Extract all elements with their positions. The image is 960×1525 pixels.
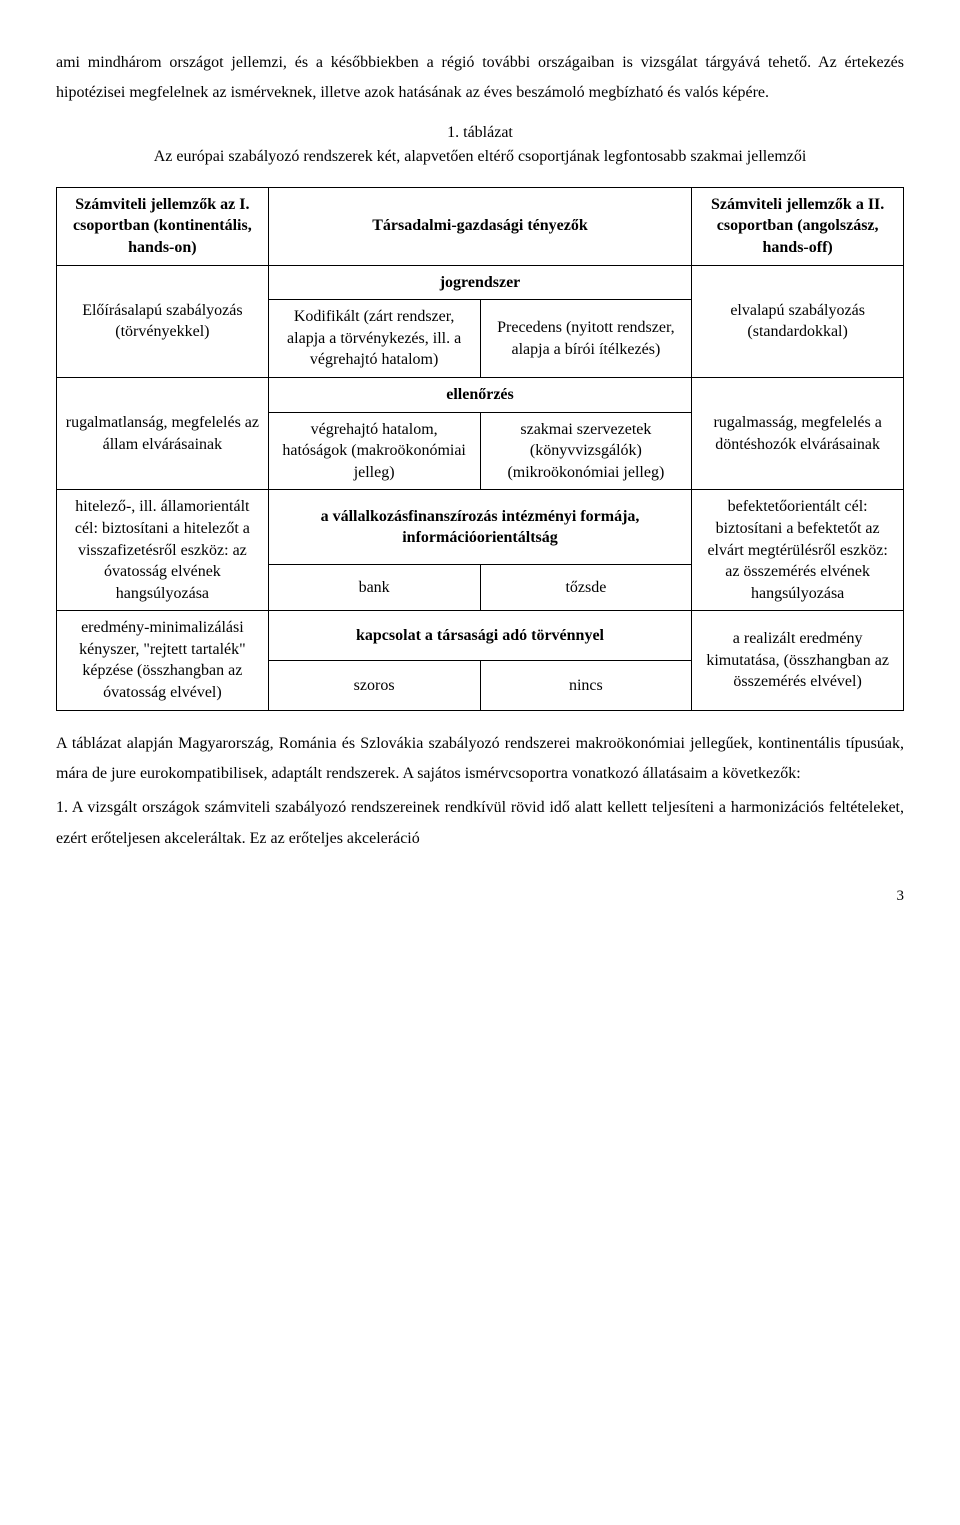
s2-right: rugalmasság, megfelelés a döntéshozók el… <box>692 377 904 489</box>
s1-title: jogrendszer <box>268 265 692 300</box>
outro-paragraph-1: A táblázat alapján Magyarország, Románia… <box>56 729 904 790</box>
s1-right: elvalapú szabályozás (standardokkal) <box>692 265 904 377</box>
s4-m2: nincs <box>480 660 692 710</box>
s3-title: a vállalkozásfinanszírozás intézményi fo… <box>268 490 692 565</box>
table-row: eredmény-minimalizálási kényszer, "rejte… <box>57 611 904 661</box>
outro-paragraph-2: 1. A vizsgált országok számviteli szabál… <box>56 793 904 854</box>
table-row: Előírásalapú szabályozás (törvényekkel) … <box>57 265 904 300</box>
s2-m2: szakmai szervezetek (könyvvizsgálók) (mi… <box>480 412 692 490</box>
table-row: Számviteli jellemzők az I. csoportban (k… <box>57 187 904 265</box>
table-caption: 1. táblázat Az európai szabályozó rendsz… <box>56 121 904 169</box>
comparison-table: Számviteli jellemzők az I. csoportban (k… <box>56 187 904 711</box>
s3-m1: bank <box>268 565 480 611</box>
s2-m1: végrehajtó hatalom, hatóságok (makroökon… <box>268 412 480 490</box>
s1-left: Előírásalapú szabályozás (törvényekkel) <box>57 265 269 377</box>
s4-title: kapcsolat a társasági adó törvénnyel <box>268 611 692 661</box>
s3-m2: tőzsde <box>480 565 692 611</box>
s1-m2: Precedens (nyitott rendszer, alapja a bí… <box>480 300 692 378</box>
s2-title: ellenőrzés <box>268 377 692 412</box>
s4-right: a realizált eredmény kimutatása, (összha… <box>692 611 904 710</box>
s3-right: befektetőorientált cél: biztosítani a be… <box>692 490 904 611</box>
table-row: hitelező-, ill. államorientált cél: bizt… <box>57 490 904 565</box>
table-number: 1. táblázat <box>56 121 904 145</box>
s3-left: hitelező-, ill. államorientált cél: bizt… <box>57 490 269 611</box>
header-left: Számviteli jellemzők az I. csoportban (k… <box>57 187 269 265</box>
s2-left: rugalmatlanság, megfelelés az állam elvá… <box>57 377 269 489</box>
table-row: rugalmatlanság, megfelelés az állam elvá… <box>57 377 904 412</box>
table-title: Az európai szabályozó rendszerek két, al… <box>56 145 904 169</box>
s4-left: eredmény-minimalizálási kényszer, "rejte… <box>57 611 269 710</box>
s1-m1: Kodifikált (zárt rendszer, alapja a törv… <box>268 300 480 378</box>
page-number: 3 <box>56 882 904 911</box>
header-mid: Társadalmi-gazdasági tényezők <box>268 187 692 265</box>
intro-paragraph: ami mindhárom országot jellemzi, és a ké… <box>56 48 904 109</box>
s4-m1: szoros <box>268 660 480 710</box>
header-right: Számviteli jellemzők a II. csoportban (a… <box>692 187 904 265</box>
